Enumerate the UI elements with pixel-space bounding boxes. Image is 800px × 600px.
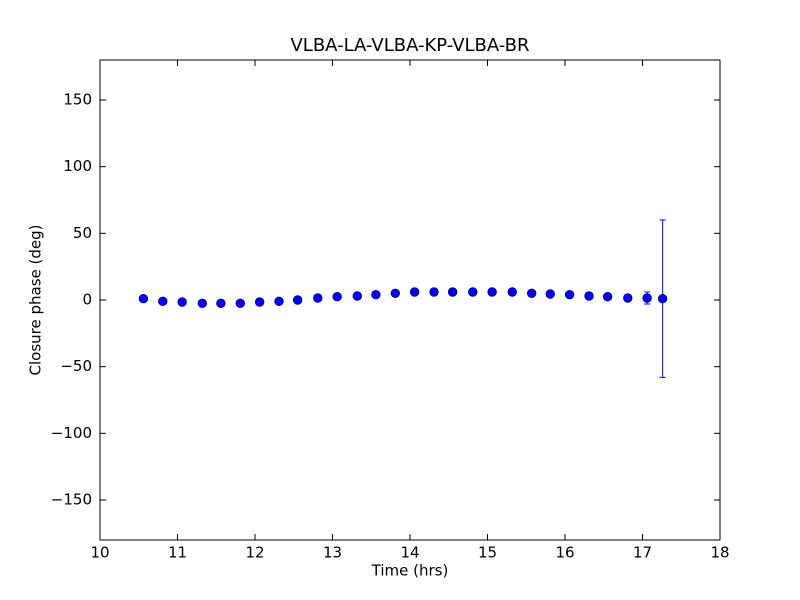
x-tick-label: 16 (555, 544, 574, 562)
data-point (235, 298, 245, 309)
y-tick-label: 50 (73, 224, 92, 242)
y-tick-label: −150 (51, 491, 92, 509)
data-point (390, 288, 400, 299)
data-point (352, 291, 362, 301)
x-tick-label: 15 (478, 544, 497, 562)
data-point (447, 287, 458, 297)
data-point (602, 291, 613, 302)
data-point (292, 295, 303, 305)
x-tick-label: 13 (323, 544, 342, 562)
data-point (158, 296, 168, 307)
data-point (313, 293, 323, 303)
data-point (507, 287, 517, 297)
y-tick-label: 0 (82, 291, 92, 309)
y-tick-label: 150 (63, 91, 92, 109)
data-point (177, 297, 187, 307)
y-tick-label: −50 (60, 357, 92, 375)
x-tick-label: 10 (90, 544, 109, 562)
data-point (526, 288, 537, 299)
data-point (138, 293, 149, 304)
chart-title: VLBA-LA-VLBA-KP-VLBA-BR (290, 35, 529, 56)
data-point (657, 293, 668, 304)
data-point (216, 298, 226, 309)
data-point (371, 289, 381, 300)
y-tick-label: −100 (51, 424, 92, 442)
data-point (642, 293, 652, 303)
plot-frame (99, 59, 721, 541)
data-point (545, 289, 555, 299)
data-point (564, 289, 575, 300)
data-point (487, 287, 497, 297)
x-tick-label: 14 (400, 544, 419, 562)
data-point (197, 298, 208, 309)
data-point (429, 287, 439, 297)
x-tick-label: 17 (633, 544, 652, 562)
data-point (623, 293, 633, 303)
x-tick-label: 18 (710, 544, 729, 562)
x-axis-label: Time (hrs) (371, 562, 449, 580)
data-point (468, 287, 478, 297)
data-point (409, 287, 420, 297)
data-point (274, 296, 284, 307)
data-point (332, 291, 342, 302)
x-tick-label: 12 (245, 544, 264, 562)
x-tick-label: 11 (168, 544, 187, 562)
y-axis-label: Closure phase (deg) (27, 225, 45, 376)
data-point (254, 297, 265, 307)
data-point (584, 291, 594, 301)
y-tick-label: 100 (63, 157, 92, 175)
